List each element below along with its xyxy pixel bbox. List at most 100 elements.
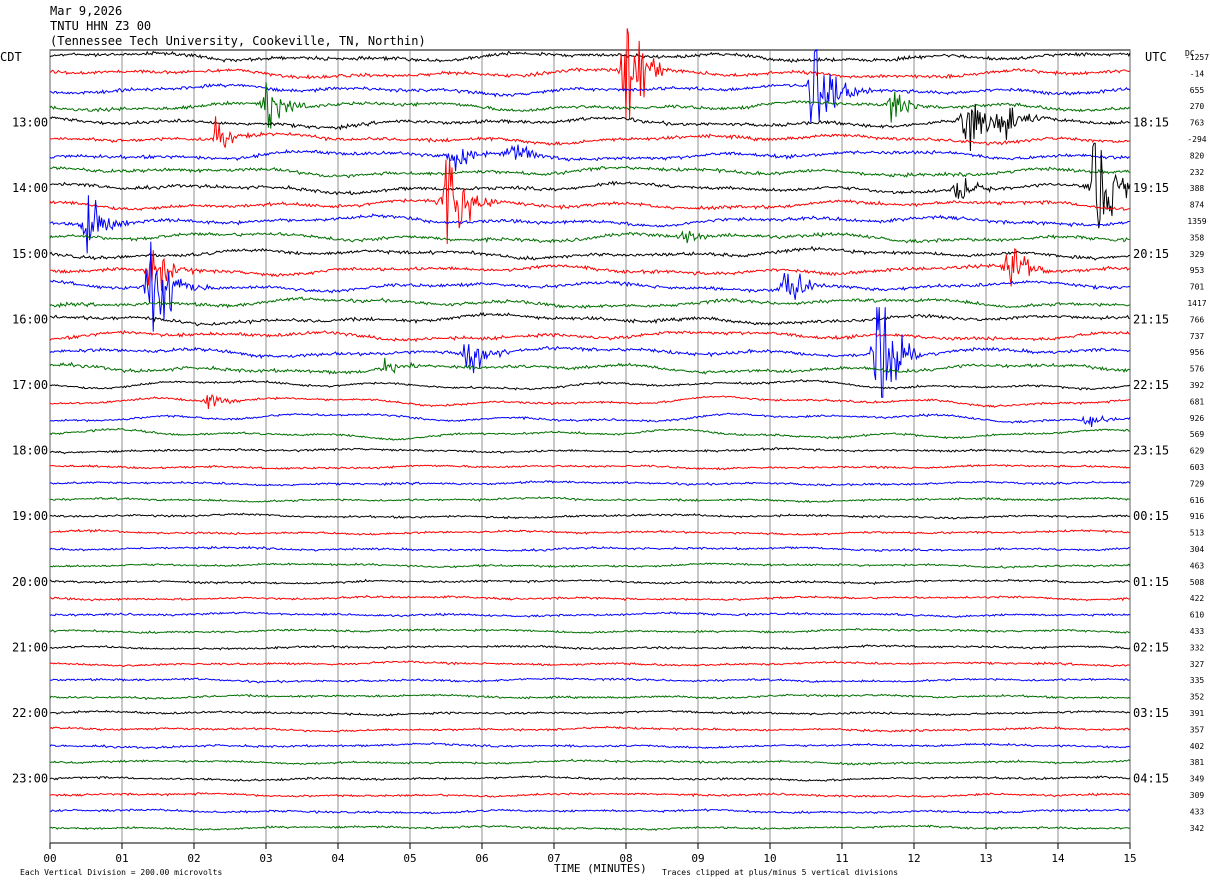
left-hour-label: 16:00: [12, 312, 48, 326]
dc-offset-label: 616: [1190, 496, 1205, 505]
x-tick-label: 14: [1051, 852, 1065, 865]
x-tick-label: 09: [691, 852, 704, 865]
seismic-trace: [49, 512, 1131, 520]
right-hour-label: 21:15: [1133, 312, 1169, 326]
dc-offset-label: 433: [1190, 807, 1205, 816]
dc-offset-label: 729: [1190, 479, 1205, 488]
right-hour-label: 18:15: [1133, 116, 1169, 130]
x-tick-label: 03: [259, 852, 272, 865]
seismic-trace: [49, 578, 1131, 586]
seismic-trace: [49, 357, 1131, 376]
seismic-trace: [49, 824, 1131, 832]
left-hour-label: 23:00: [12, 772, 48, 786]
left-hour-label: 18:00: [12, 444, 48, 458]
right-hour-label: 23:15: [1133, 444, 1169, 458]
left-hour-label: 15:00: [12, 247, 48, 261]
seismic-trace: [49, 311, 1131, 327]
seismic-trace: [49, 165, 1131, 179]
right-axis-label: UTC: [1145, 50, 1167, 64]
dc-offset-label: 763: [1190, 119, 1205, 128]
seismic-trace: [49, 808, 1131, 815]
dc-offset-label: 463: [1190, 561, 1205, 570]
seismic-traces: [49, 28, 1131, 832]
x-tick-label: 10: [763, 852, 776, 865]
seismic-trace: [49, 379, 1131, 391]
dc-offset-label: -294: [1187, 135, 1206, 144]
dc-offset-label: 232: [1190, 168, 1205, 177]
dc-offset-label: 381: [1190, 758, 1205, 767]
dc-offset-label: 1417: [1187, 299, 1206, 308]
seismic-trace: [49, 742, 1131, 750]
seismic-trace: [49, 81, 1131, 129]
dc-offset-label: 701: [1190, 283, 1205, 292]
seismic-trace: [49, 480, 1131, 487]
seismic-trace: [49, 230, 1131, 244]
dc-offset-label: 629: [1190, 447, 1205, 456]
seismic-trace: [49, 50, 1131, 64]
x-tick-label: 02: [187, 852, 200, 865]
dc-offset-label: 327: [1190, 660, 1205, 669]
seismic-trace: [49, 48, 1131, 123]
right-hour-label: 19:15: [1133, 181, 1169, 195]
dc-offset-label: 335: [1190, 676, 1205, 685]
seismic-trace: [49, 660, 1131, 668]
seismic-trace: [49, 792, 1131, 798]
time-gridlines: [49, 49, 1131, 849]
clip-note: Traces clipped at plus/minus 5 vertical …: [662, 868, 899, 877]
seismic-trace: [49, 447, 1131, 455]
dc-offset-label: -1257: [1185, 53, 1209, 62]
seismic-trace: [49, 412, 1131, 427]
dc-offset-label: 433: [1190, 627, 1205, 636]
dc-offset-label: 304: [1190, 545, 1205, 554]
left-hour-label: 21:00: [12, 640, 48, 654]
seismic-trace: [49, 594, 1131, 602]
dc-offset-label: 766: [1190, 315, 1205, 324]
dc-offset-label: 358: [1190, 233, 1205, 242]
scale-note: Each Vertical Division = 200.00 microvol…: [20, 868, 223, 877]
dc-offset-label: 309: [1190, 791, 1205, 800]
dc-offset-label: 402: [1190, 742, 1205, 751]
dc-offset-label: 916: [1190, 512, 1205, 521]
left-axis-label: CDT: [0, 50, 22, 64]
left-hour-label: 14:00: [12, 181, 48, 195]
seismic-trace: [50, 241, 1131, 332]
right-hour-label: 04:15: [1133, 772, 1169, 786]
dc-offset-label: 610: [1190, 611, 1205, 620]
left-hour-label: 13:00: [12, 116, 48, 130]
x-tick-label: 01: [115, 852, 128, 865]
seismic-trace: [49, 116, 1131, 148]
header-station: TNTU HHN Z3 00: [50, 19, 152, 33]
x-tick-label: 15: [1123, 852, 1136, 865]
header-date: Mar 9,2026: [50, 4, 123, 18]
right-hour-label: 22:15: [1133, 378, 1169, 392]
seismic-trace: [49, 725, 1131, 733]
dc-offset-label: -14: [1190, 69, 1205, 78]
dc-offset-label: 926: [1190, 414, 1205, 423]
seismic-trace: [49, 247, 1131, 292]
seismic-trace: [49, 677, 1131, 684]
seismic-trace: [49, 644, 1131, 651]
seismic-trace: [49, 464, 1131, 471]
x-tick-label: 07: [547, 852, 560, 865]
x-tick-label: 05: [403, 852, 416, 865]
dc-offset-label: 956: [1190, 348, 1205, 357]
seismic-trace: [49, 307, 1131, 398]
dc-offset-label: 681: [1190, 397, 1205, 406]
seismic-trace: [49, 496, 1131, 503]
dc-offset-label: 342: [1190, 824, 1205, 833]
dc-offset-label: 270: [1190, 102, 1205, 111]
seismic-trace: [49, 330, 1131, 343]
seismic-trace: [49, 159, 1131, 245]
header-location: (Tennessee Tech University, Cookeville, …: [50, 34, 426, 48]
seismic-trace: [49, 528, 1131, 536]
seismic-trace: [49, 195, 1131, 254]
seismic-trace: [49, 545, 1131, 553]
dc-offset-label: 603: [1190, 463, 1205, 472]
seismic-trace: [49, 693, 1131, 701]
seismic-trace: [49, 427, 1131, 441]
x-tick-label: 08: [619, 852, 632, 865]
x-axis-title: TIME (MINUTES): [554, 862, 647, 875]
seismic-trace: [49, 393, 1131, 410]
seismic-trace: [49, 775, 1131, 782]
left-hour-label: 17:00: [12, 378, 48, 392]
